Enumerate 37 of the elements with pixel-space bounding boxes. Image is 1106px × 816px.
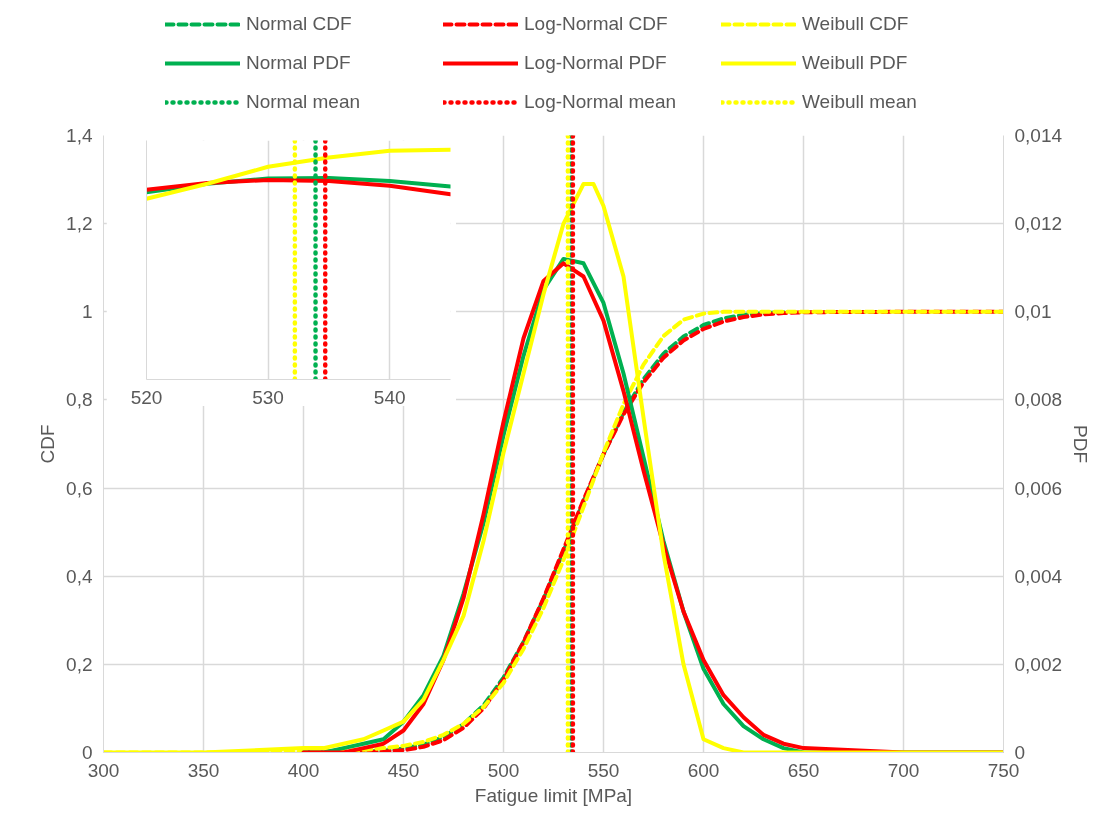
y-tick-label: 0,8 <box>66 389 93 411</box>
x-tick-label: 400 <box>287 759 320 781</box>
y-tick-label: 1,4 <box>66 125 93 146</box>
x-tick-label: 520 <box>130 386 163 408</box>
x-tick-label: 650 <box>787 759 820 781</box>
legend-label: Weibull CDF <box>802 13 910 35</box>
y2-tick-label: 0,004 <box>1014 565 1063 587</box>
x-axis-title: Fatigue limit [MPa] <box>474 784 633 806</box>
x-tick-label: 540 <box>373 386 406 408</box>
y2-tick-label: 0,008 <box>1014 389 1063 411</box>
y2-tick-label: 0,002 <box>1014 653 1063 675</box>
y-axis-title: CDF <box>37 424 59 464</box>
legend-label: Log-Normal mean <box>524 91 678 113</box>
x-tick-label: 600 <box>687 759 720 781</box>
x-tick-label: 350 <box>187 759 220 781</box>
y2-tick-label: 0,006 <box>1014 477 1063 499</box>
y2-tick-label: 0,014 <box>1014 125 1063 146</box>
y-tick-label: 0,4 <box>66 565 93 587</box>
x-tick-label: 550 <box>587 759 620 781</box>
legend-label: Log-Normal CDF <box>524 13 669 35</box>
x-tick-label: 450 <box>387 759 420 781</box>
y2-tick-label: 0,012 <box>1014 213 1063 235</box>
y-tick-label: 0,6 <box>66 477 93 499</box>
legend-label: Normal mean <box>246 91 362 113</box>
y-tick-label: 0,2 <box>66 653 93 675</box>
x-tick-label: 530 <box>252 386 284 408</box>
y-tick-label: 1 <box>81 301 93 323</box>
legend-label: Normal CDF <box>246 13 353 35</box>
x-tick-label: 700 <box>887 759 920 781</box>
y2-tick-label: 0,01 <box>1014 301 1052 323</box>
legend-label: Normal PDF <box>246 52 352 74</box>
legend-label: Weibull PDF <box>802 52 909 74</box>
legend-label: Weibull mean <box>802 91 918 113</box>
legend-label: Log-Normal PDF <box>524 52 668 74</box>
y2-axis-title: PDF <box>1070 425 1092 463</box>
x-tick-label: 500 <box>487 759 520 781</box>
y-tick-label: 1,2 <box>66 213 93 235</box>
